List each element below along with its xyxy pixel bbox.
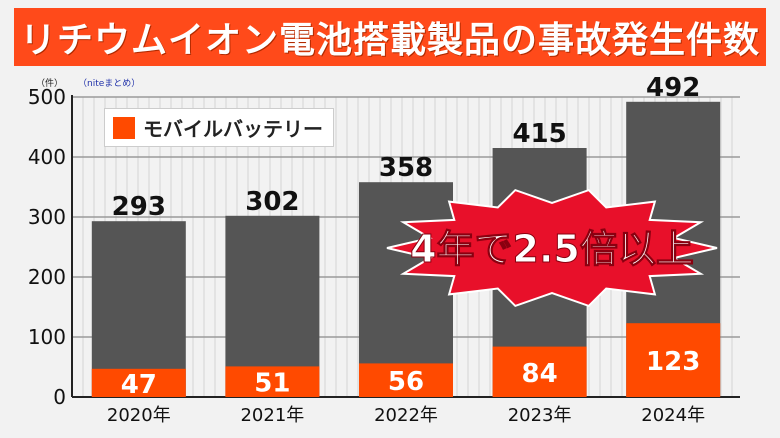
data-label-total: 492	[646, 73, 700, 103]
bar-mobile-battery	[626, 323, 721, 397]
data-label-mobile-battery: 51	[254, 369, 290, 399]
data-label-mobile-battery: 123	[646, 347, 700, 377]
x-tick-label: 2022年	[374, 405, 438, 426]
data-label-mobile-battery: 47	[121, 370, 157, 400]
burst-shape	[386, 188, 718, 308]
data-label-total: 293	[112, 192, 166, 222]
x-tick-label: 2020年	[107, 405, 171, 426]
legend-swatch-mobile-battery	[113, 116, 135, 139]
data-label-total: 358	[379, 153, 433, 183]
bar-mobile-battery	[492, 346, 587, 397]
bar-mobile-battery	[225, 366, 320, 397]
y-tick-label: 200	[28, 265, 66, 289]
x-tick-label: 2024年	[641, 405, 705, 426]
x-tick-label: 2023年	[508, 405, 572, 426]
data-label-total: 415	[512, 119, 566, 149]
y-tick-label: 400	[28, 145, 66, 169]
y-tick-label: 100	[28, 325, 66, 349]
source-label: （niteまとめ）	[78, 79, 141, 89]
y-tick-label: 500	[28, 85, 66, 109]
bar-mobile-battery	[359, 363, 453, 397]
annotation-text: 4年で2.5倍以上	[410, 227, 694, 271]
legend: モバイルバッテリー	[104, 108, 334, 147]
chart-title: リチウムイオン電池搭載製品の事故発生件数	[19, 20, 760, 61]
x-tick-label: 2021年	[240, 405, 304, 426]
bar-total	[91, 221, 186, 397]
title-bar: リチウムイオン電池搭載製品の事故発生件数	[14, 8, 766, 66]
data-label-mobile-battery: 84	[522, 359, 558, 389]
data-label-mobile-battery: 56	[388, 367, 424, 397]
y-tick-label: 300	[28, 205, 66, 229]
bar-mobile-battery	[91, 368, 186, 397]
bar-total	[359, 182, 453, 397]
data-label-total: 302	[245, 187, 299, 217]
y-tick-label: 0	[53, 385, 66, 409]
legend-label-mobile-battery: モバイルバッテリー	[143, 117, 323, 141]
y-axis-unit-label: （件）	[36, 79, 64, 89]
